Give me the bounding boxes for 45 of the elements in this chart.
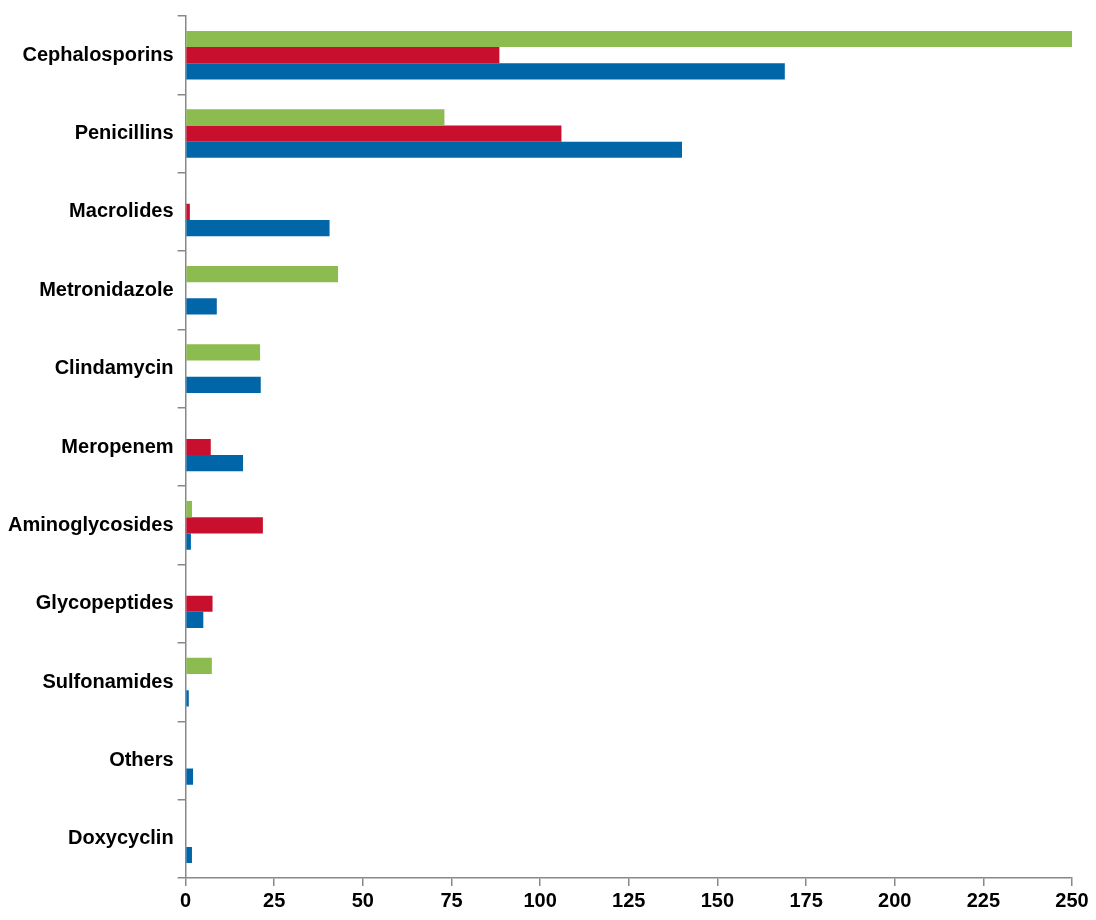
bar [186, 298, 217, 315]
bar [186, 611, 204, 629]
x-tick-label: 200 [878, 888, 912, 911]
bar [186, 47, 500, 64]
y-tick-label: Penicillins [74, 121, 174, 144]
x-tick-label: 125 [612, 888, 646, 911]
bar [186, 455, 244, 472]
bar [186, 265, 339, 283]
bar [186, 846, 192, 864]
bar [186, 595, 213, 612]
bar [186, 203, 190, 221]
bar [186, 376, 261, 393]
x-tick-label: 25 [263, 888, 286, 911]
y-tick-label: Sulfonamides [42, 669, 174, 692]
bar [186, 141, 682, 158]
x-tick-label: 75 [440, 888, 463, 911]
bar [186, 533, 191, 550]
y-tick-label: Glycopeptides [35, 591, 174, 614]
bar [186, 125, 562, 142]
bar [186, 690, 189, 707]
x-tick-label: 50 [351, 888, 374, 911]
x-tick-label: 0 [180, 888, 192, 911]
y-tick-label: Meropenem [61, 434, 174, 457]
y-tick-label: Macrolides [69, 199, 174, 222]
bar [186, 657, 212, 674]
bar [186, 438, 211, 456]
bar [186, 344, 261, 361]
y-tick-label: Aminoglycosides [7, 512, 174, 535]
bar [186, 109, 445, 126]
bar [186, 517, 263, 534]
y-tick-label: Others [109, 747, 174, 770]
bar [186, 63, 785, 80]
x-tick-label: 175 [789, 888, 823, 911]
y-tick-label: Metronidazole [39, 277, 174, 300]
y-tick-label: Cephalosporins [22, 42, 174, 65]
bar [186, 30, 1072, 48]
y-tick-label: Doxycyclin [67, 826, 174, 849]
x-tick-label: 100 [523, 888, 557, 911]
bar [186, 220, 330, 237]
x-tick-label: 250 [1055, 888, 1089, 911]
x-tick-label: 225 [966, 888, 1001, 911]
y-tick-label: Clindamycin [54, 356, 174, 379]
bar [186, 501, 192, 518]
x-tick-label: 150 [700, 888, 735, 911]
bar [186, 768, 194, 785]
